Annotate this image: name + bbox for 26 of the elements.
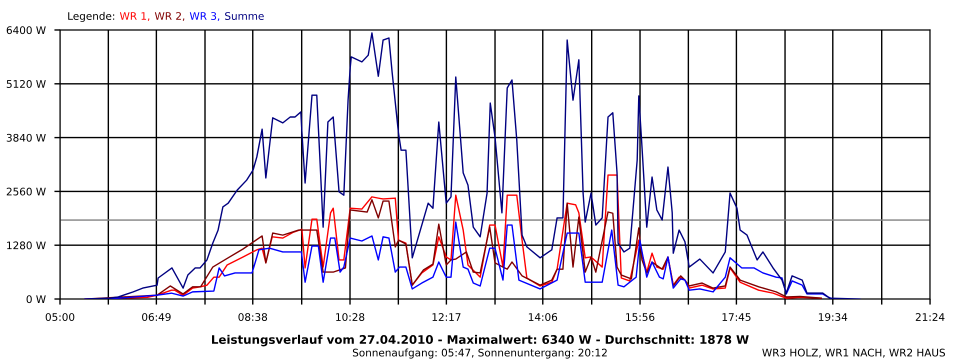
x-tick-label: 14:06	[528, 313, 558, 321]
x-tick-label: 19:34	[818, 313, 848, 321]
x-tick-label: 15:56	[626, 313, 654, 321]
line-series	[84, 32, 861, 300]
x-tick-label: 12:17	[432, 313, 461, 321]
x-tick-label: 21:24	[916, 313, 944, 321]
legend-title: Legende:	[68, 12, 114, 22]
y-tick-label: 1280 W	[7, 241, 46, 250]
x-tick-label: 05:00	[46, 313, 74, 321]
x-tick-label: 08:38	[238, 313, 268, 321]
text: WR3 HOLZ, WR1 NACH, WR2 HAUS	[762, 348, 946, 358]
y-tick-label: 5120 W	[6, 80, 46, 88]
y-tick-label: 6400 W	[6, 26, 46, 34]
text: WR 1,	[120, 12, 150, 22]
text: WR 2,	[154, 12, 184, 22]
text: Sonnenaufgang: 05:47, Sonnenuntergang: 20:12	[352, 348, 607, 359]
x-tick-label: 10:28	[336, 313, 364, 321]
x-tick-label: 06:49	[142, 313, 171, 321]
text: Summe	[225, 12, 264, 20]
text: Leistungsverlauf vom 27.04.2010 - Maximalwert: 6340 W - Durchschnitt: 1878 W	[212, 334, 749, 346]
y-tick-label: 3840 W	[6, 134, 46, 142]
line-series	[84, 199, 822, 300]
y-tick-label: 2560 W	[6, 188, 46, 196]
y-tick-label: 0 W	[26, 295, 46, 304]
text: WR 3,	[190, 12, 220, 22]
x-tick-label: 17:45	[722, 313, 751, 321]
